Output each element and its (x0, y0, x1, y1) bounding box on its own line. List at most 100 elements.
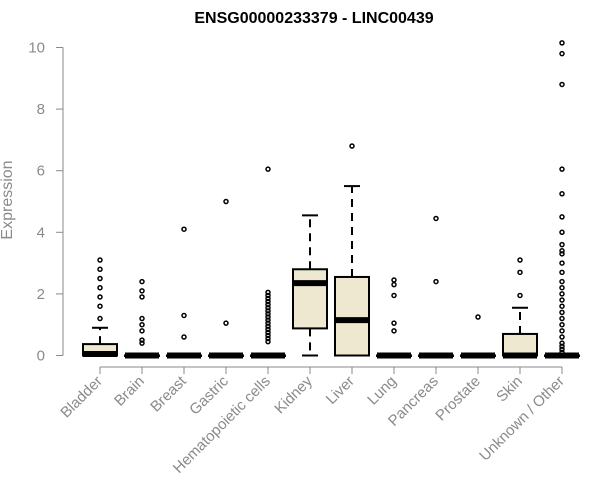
outlier-point (265, 308, 271, 314)
outlier-point (559, 297, 565, 303)
outlier-point (97, 294, 103, 300)
x-tick-label: Prostate (432, 373, 484, 425)
outlier-point (139, 340, 145, 346)
outlier-point (559, 40, 565, 46)
outlier-point (181, 226, 187, 232)
outlier-point (265, 323, 271, 329)
box-group (460, 314, 496, 359)
y-tick-label: 4 (37, 224, 45, 241)
outlier-point (139, 288, 145, 294)
outlier-point (391, 281, 397, 288)
outlier-point (391, 328, 397, 334)
box-group (334, 143, 370, 357)
outlier-point (559, 328, 565, 334)
outlier-point (139, 315, 145, 322)
box-group (124, 278, 160, 359)
y-tick-label: 8 (37, 101, 45, 118)
outlier-point (223, 198, 229, 205)
outlier-point (391, 292, 397, 299)
outlier-point (139, 321, 145, 328)
chart-title: ENSG00000233379 - LINC00439 (194, 10, 433, 27)
box-iqr (292, 268, 328, 330)
outlier-point (265, 295, 271, 302)
outlier-point (265, 329, 271, 336)
box-group (208, 198, 244, 359)
box-group (82, 257, 118, 357)
box-iqr (334, 275, 370, 357)
outlier-point (559, 248, 565, 254)
outlier-point (559, 50, 565, 57)
outlier-point (265, 292, 271, 299)
outlier-point (391, 320, 397, 326)
outlier-point (265, 338, 271, 345)
x-tick-label: Kidney (271, 372, 316, 417)
outlier-point (559, 291, 565, 297)
outlier-point (139, 294, 145, 300)
box-group (418, 215, 454, 359)
outlier-point (559, 309, 565, 316)
outlier-point (559, 166, 565, 172)
box-group (376, 277, 412, 359)
box-group (292, 214, 328, 357)
outlier-point (517, 257, 523, 263)
outlier-point (97, 275, 103, 282)
outlier-point (139, 328, 145, 334)
outlier-point (559, 278, 565, 285)
outlier-point (559, 81, 565, 88)
y-tick-label: 10 (28, 40, 45, 57)
outlier-point (559, 241, 565, 248)
outlier-point (265, 317, 271, 323)
outlier-point (265, 289, 271, 296)
outlier-point (265, 320, 271, 326)
outlier-point (97, 315, 103, 322)
outlier-point (139, 337, 145, 343)
outlier-point (391, 277, 397, 283)
outlier-point (265, 298, 271, 305)
y-tick-label: 6 (37, 163, 45, 180)
outlier-point (559, 349, 565, 356)
outlier-point (559, 229, 565, 236)
x-tick-label: Lung (364, 373, 400, 409)
box-group (166, 226, 202, 359)
x-tick-label: Breast (147, 372, 190, 415)
outlier-point (559, 334, 565, 340)
outlier-point (559, 251, 565, 257)
outlier-point (97, 266, 103, 273)
outlier-point (265, 305, 271, 311)
box-iqr (502, 332, 538, 357)
x-tick-label: Liver (323, 373, 358, 408)
outlier-point (265, 335, 271, 342)
outlier-point (475, 314, 481, 320)
y-axis-title: Expression (0, 160, 16, 239)
x-tick-label: Brain (111, 373, 148, 410)
outlier-point (517, 269, 523, 276)
outlier-point (349, 143, 355, 149)
outlier-point (265, 332, 271, 339)
outlier-point (559, 260, 565, 266)
box-group (544, 40, 580, 359)
box-group (502, 257, 538, 359)
outlier-point (433, 278, 439, 285)
outlier-point (139, 278, 145, 285)
x-tick-label: Bladder (57, 373, 106, 422)
outlier-point (559, 346, 565, 353)
outlier-point (559, 214, 565, 220)
outlier-point (181, 334, 187, 340)
outlier-point (265, 301, 271, 308)
y-tick-label: 0 (37, 348, 45, 365)
outlier-point (559, 343, 565, 350)
outlier-point (559, 340, 565, 346)
x-tick-label: Skin (493, 373, 526, 406)
outlier-point (265, 166, 271, 172)
outlier-point (559, 269, 565, 276)
outlier-point (265, 311, 271, 317)
outlier-point (181, 312, 187, 319)
outlier-point (559, 191, 565, 197)
outlier-point (559, 284, 565, 291)
y-tick-label: 2 (37, 286, 45, 303)
y-axis: 0 2 4 6 8 10 (28, 40, 64, 365)
outlier-point (517, 292, 523, 299)
outlier-point (433, 215, 439, 222)
